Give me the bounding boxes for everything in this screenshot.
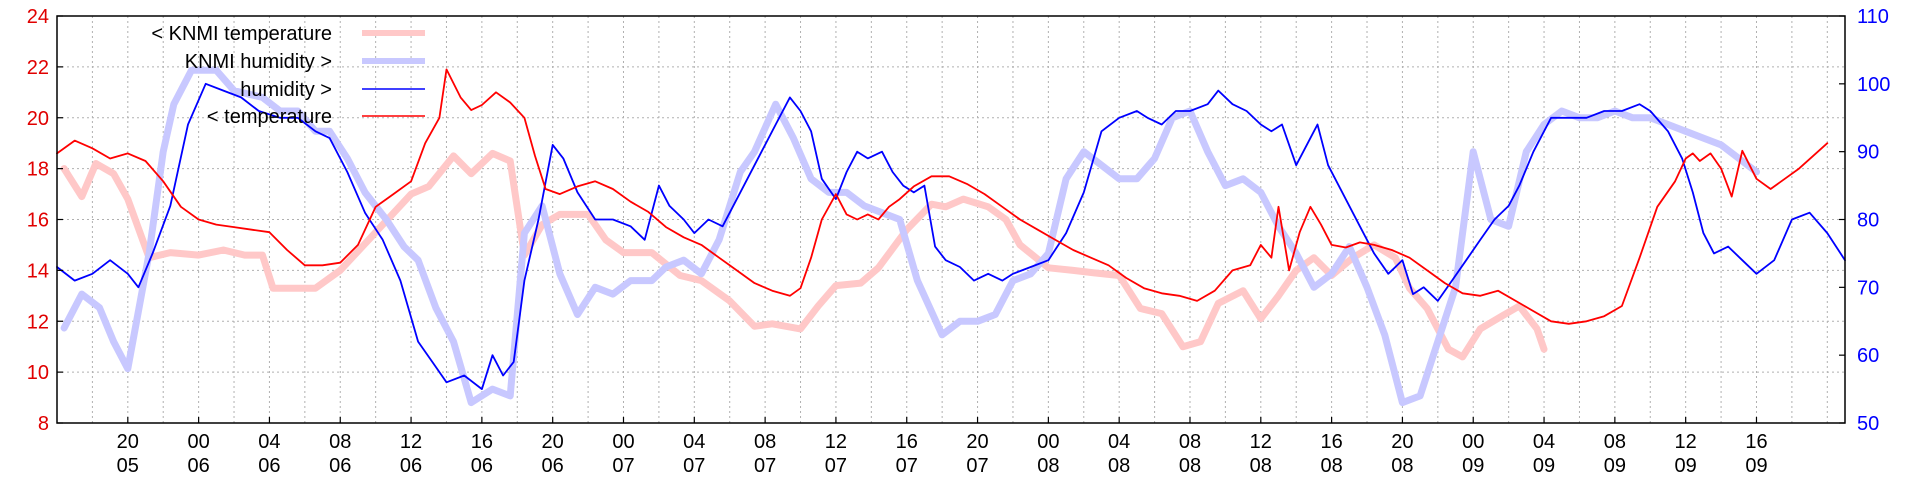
x-tick-day: 09 — [1533, 455, 1555, 477]
x-tick-hour: 04 — [1533, 431, 1555, 453]
x-tick-hour: 00 — [612, 431, 634, 453]
x-tick-day: 08 — [1320, 455, 1342, 477]
left-tick-label: 10 — [27, 362, 49, 384]
x-tick-hour: 08 — [1179, 431, 1201, 453]
x-tick-hour: 08 — [754, 431, 776, 453]
x-tick-day: 06 — [471, 455, 493, 477]
x-tick-day: 05 — [117, 455, 139, 477]
right-tick-label: 60 — [1857, 345, 1879, 367]
left-tick-label: 18 — [27, 159, 49, 181]
x-tick-day: 06 — [187, 455, 209, 477]
legend-label: humidity > — [240, 79, 332, 101]
x-tick-hour: 20 — [966, 431, 988, 453]
x-tick-hour: 16 — [471, 431, 493, 453]
plot-frame — [56, 15, 1846, 424]
right-tick-label: 70 — [1857, 277, 1879, 299]
x-tick-day: 08 — [1108, 455, 1130, 477]
x-tick-hour: 20 — [117, 431, 139, 453]
x-tick-hour: 12 — [1250, 431, 1272, 453]
series-line-temperature — [56, 68, 1829, 325]
grid-lines — [57, 15, 1845, 424]
legend: < KNMI temperature KNMI humidity > humidit… — [151, 23, 425, 128]
x-tick-hour: 12 — [1675, 431, 1697, 453]
x-tick-day: 08 — [1037, 455, 1059, 477]
series-line-knmi-temperature — [60, 149, 1548, 361]
x-tick-day: 07 — [896, 455, 918, 477]
x-tick-day: 08 — [1179, 455, 1201, 477]
x-tick-day: 09 — [1462, 455, 1484, 477]
x-tick-hour: 04 — [1108, 431, 1130, 453]
x-tick-hour: 08 — [329, 431, 351, 453]
x-tick-day: 07 — [966, 455, 988, 477]
x-tick-day: 06 — [329, 455, 351, 477]
x-tick-day: 09 — [1745, 455, 1767, 477]
x-tick-hour: 12 — [825, 431, 847, 453]
x-tick-day: 07 — [825, 455, 847, 477]
x-tick-hour: 00 — [187, 431, 209, 453]
right-tick-label: 50 — [1857, 413, 1879, 435]
x-axis: 2005000604060806120616062006000704070807… — [117, 417, 1768, 477]
legend-label: < KNMI temperature — [151, 23, 332, 45]
x-tick-day: 08 — [1250, 455, 1272, 477]
left-tick-label: 14 — [27, 260, 49, 282]
x-tick-hour: 00 — [1462, 431, 1484, 453]
x-tick-hour: 12 — [400, 431, 422, 453]
left-tick-label: 12 — [27, 311, 49, 333]
left-axis: 8 10 12 14 16 18 20 22 24 — [27, 6, 63, 435]
series-line-humidity — [56, 82, 1846, 391]
x-tick-hour: 04 — [258, 431, 280, 453]
x-tick-day: 07 — [754, 455, 776, 477]
right-tick-label: 100 — [1857, 74, 1890, 96]
left-tick-label: 20 — [27, 108, 49, 130]
left-tick-label: 22 — [27, 57, 49, 79]
x-tick-day: 09 — [1604, 455, 1626, 477]
legend-label: < temperature — [207, 106, 332, 128]
x-tick-day: 07 — [683, 455, 705, 477]
x-tick-hour: 16 — [896, 431, 918, 453]
legend-label: KNMI humidity > — [185, 51, 332, 73]
x-tick-day: 06 — [400, 455, 422, 477]
x-tick-hour: 08 — [1604, 431, 1626, 453]
x-tick-day: 08 — [1391, 455, 1413, 477]
x-tick-hour: 00 — [1037, 431, 1059, 453]
left-tick-label: 24 — [27, 6, 49, 28]
series-line-knmi-humidity — [60, 66, 1760, 407]
x-tick-hour: 20 — [542, 431, 564, 453]
x-tick-day: 06 — [542, 455, 564, 477]
x-tick-day: 06 — [258, 455, 280, 477]
x-tick-hour: 20 — [1391, 431, 1413, 453]
right-tick-label: 110 — [1857, 6, 1889, 28]
right-tick-label: 90 — [1857, 142, 1879, 164]
x-tick-hour: 04 — [683, 431, 705, 453]
x-tick-hour: 16 — [1745, 431, 1767, 453]
series-layer — [56, 66, 1846, 407]
right-tick-label: 80 — [1857, 210, 1879, 232]
x-tick-day: 09 — [1675, 455, 1697, 477]
x-tick-day: 07 — [612, 455, 634, 477]
right-axis: 50 60 70 80 90 100 110 — [1839, 6, 1890, 435]
left-tick-label: 8 — [38, 413, 49, 435]
left-tick-label: 16 — [27, 210, 49, 232]
x-tick-hour: 16 — [1320, 431, 1342, 453]
